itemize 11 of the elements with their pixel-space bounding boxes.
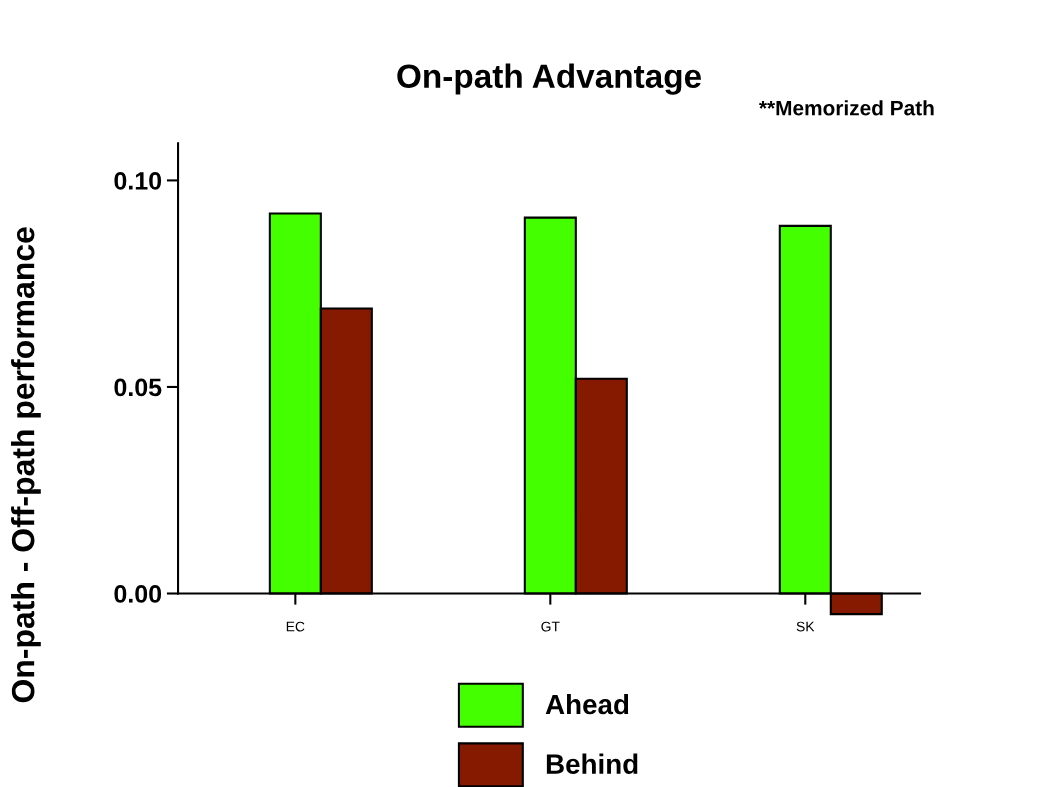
y-tick-label: 0.05 <box>114 378 162 397</box>
legend-label: Ahead <box>545 693 629 715</box>
x-tick-label: EC <box>286 621 305 632</box>
text: **Memorized Path <box>758 100 934 116</box>
x-tick-label: SK <box>796 621 815 632</box>
y-tick-label: 0.00 <box>114 585 162 603</box>
legend-label: Behind <box>546 753 638 774</box>
chart-title: On-path Advantage <box>397 63 701 95</box>
y-axis-title: On-path - Off-path performance <box>11 227 41 703</box>
y-tick-label: 0.10 <box>114 172 162 190</box>
x-tick-label: GT <box>541 621 560 632</box>
